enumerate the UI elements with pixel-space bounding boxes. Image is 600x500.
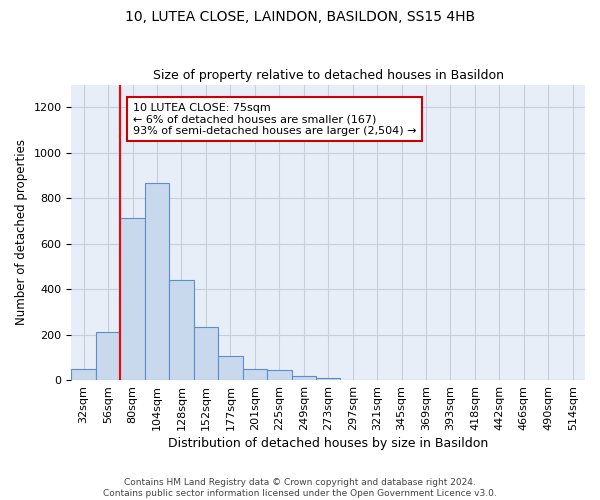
Bar (267, 370, 292, 380)
Bar (121, 218, 145, 380)
Bar (194, 326, 218, 380)
Bar (292, 376, 316, 380)
X-axis label: Distribution of detached houses by size in Basildon: Distribution of detached houses by size … (168, 437, 488, 450)
Text: 10 LUTEA CLOSE: 75sqm
← 6% of detached houses are smaller (167)
93% of semi-deta: 10 LUTEA CLOSE: 75sqm ← 6% of detached h… (133, 102, 416, 136)
Bar (145, 184, 169, 380)
Y-axis label: Number of detached properties: Number of detached properties (15, 140, 28, 326)
Bar (96, 332, 121, 380)
Bar (71, 368, 96, 380)
Bar (316, 378, 340, 380)
Title: Size of property relative to detached houses in Basildon: Size of property relative to detached ho… (153, 69, 504, 82)
Text: Contains HM Land Registry data © Crown copyright and database right 2024.
Contai: Contains HM Land Registry data © Crown c… (103, 478, 497, 498)
Bar (242, 368, 267, 380)
Bar (169, 280, 194, 380)
Text: 10, LUTEA CLOSE, LAINDON, BASILDON, SS15 4HB: 10, LUTEA CLOSE, LAINDON, BASILDON, SS15… (125, 10, 475, 24)
Bar (218, 356, 242, 380)
